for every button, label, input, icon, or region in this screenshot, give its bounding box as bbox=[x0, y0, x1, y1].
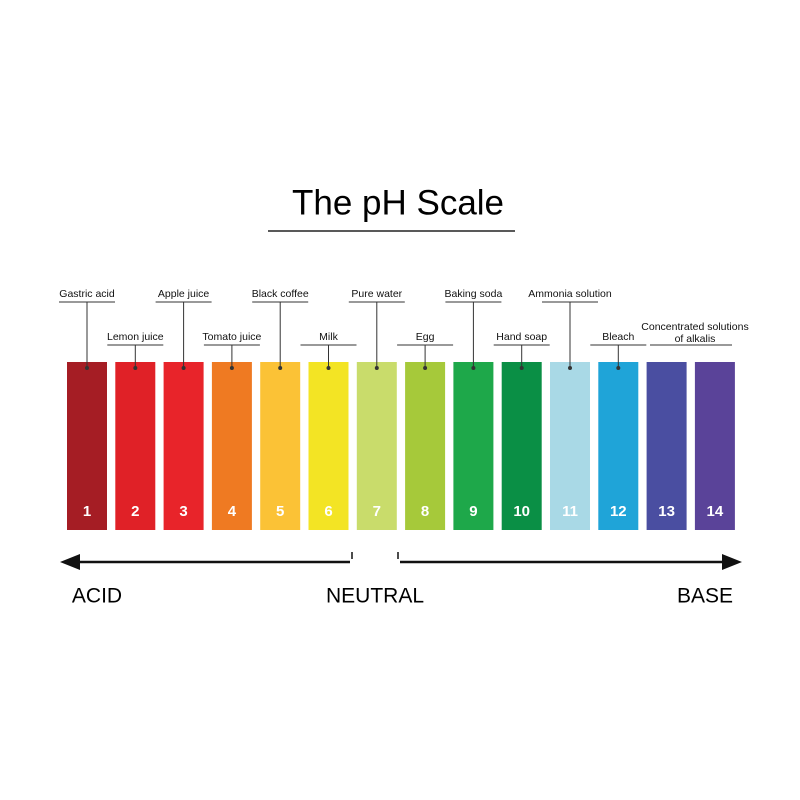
ph-strip bbox=[453, 362, 494, 530]
title: The pH Scale bbox=[292, 183, 504, 222]
substance-label: Bleach bbox=[602, 331, 634, 343]
ph-number: 13 bbox=[658, 503, 675, 520]
substance-label: Ammonia solution bbox=[528, 288, 612, 300]
ph-strip bbox=[405, 362, 446, 530]
pointer-dot bbox=[181, 366, 186, 370]
ph-strip bbox=[308, 362, 349, 530]
ph-strip bbox=[356, 362, 397, 530]
arrow-head-right bbox=[722, 554, 742, 570]
ph-number: 7 bbox=[373, 503, 381, 520]
neutral-label: NEUTRAL bbox=[326, 585, 424, 608]
ph-number: 6 bbox=[324, 503, 332, 520]
ph-number: 3 bbox=[179, 503, 187, 520]
pointer-dot bbox=[326, 366, 331, 370]
substance-label: Lemon juice bbox=[107, 331, 164, 343]
ph-number: 5 bbox=[276, 503, 284, 520]
substance-label: Milk bbox=[319, 331, 338, 343]
pointer-dot bbox=[471, 366, 476, 370]
bracket-gap bbox=[350, 559, 400, 565]
pointer-dot bbox=[423, 366, 428, 370]
ph-number: 11 bbox=[562, 503, 578, 520]
ph-number: 12 bbox=[610, 503, 627, 520]
substance-label: Black coffee bbox=[252, 288, 309, 300]
ph-strip bbox=[163, 362, 204, 530]
pointer-dot bbox=[133, 366, 138, 370]
ph-number: 10 bbox=[513, 503, 530, 520]
ph-strip bbox=[501, 362, 542, 530]
pointer-dot bbox=[568, 366, 572, 370]
ph-number: 8 bbox=[421, 503, 429, 520]
substance-label: Egg bbox=[416, 331, 435, 343]
ph-strip bbox=[260, 362, 301, 530]
substance-label: Tomato juice bbox=[202, 331, 261, 343]
pointer-dot bbox=[616, 366, 621, 370]
ph-number: 9 bbox=[469, 503, 477, 520]
ph-strip bbox=[211, 362, 252, 530]
pointer-dot bbox=[374, 366, 379, 370]
pointer-dot bbox=[85, 366, 89, 370]
ph-number: 14 bbox=[707, 503, 724, 520]
ph-number: 4 bbox=[228, 503, 237, 520]
pointer-dot bbox=[278, 366, 283, 370]
substance-label: Gastric acid bbox=[59, 288, 115, 300]
acid-label: ACID bbox=[72, 585, 122, 608]
ph-number: 2 bbox=[131, 503, 139, 520]
ph-strip bbox=[646, 362, 687, 530]
pointer-dot bbox=[519, 366, 524, 370]
ph-number: 1 bbox=[83, 503, 91, 520]
base-label: BASE bbox=[677, 585, 733, 608]
substance-label: Hand soap bbox=[496, 331, 547, 343]
ph-strip bbox=[550, 362, 590, 530]
substance-label: Pure water bbox=[351, 288, 402, 300]
ph-strip bbox=[67, 362, 107, 530]
ph-strip bbox=[115, 362, 156, 530]
substance-label: Baking soda bbox=[445, 288, 503, 300]
alkalis-label: Concentrated solutions of alkalis bbox=[641, 321, 749, 345]
arrow-head-left bbox=[60, 554, 80, 570]
substance-label: Apple juice bbox=[158, 288, 210, 300]
ph-strip bbox=[694, 362, 735, 530]
pointer-dot bbox=[229, 366, 234, 370]
ph-strip bbox=[598, 362, 639, 530]
